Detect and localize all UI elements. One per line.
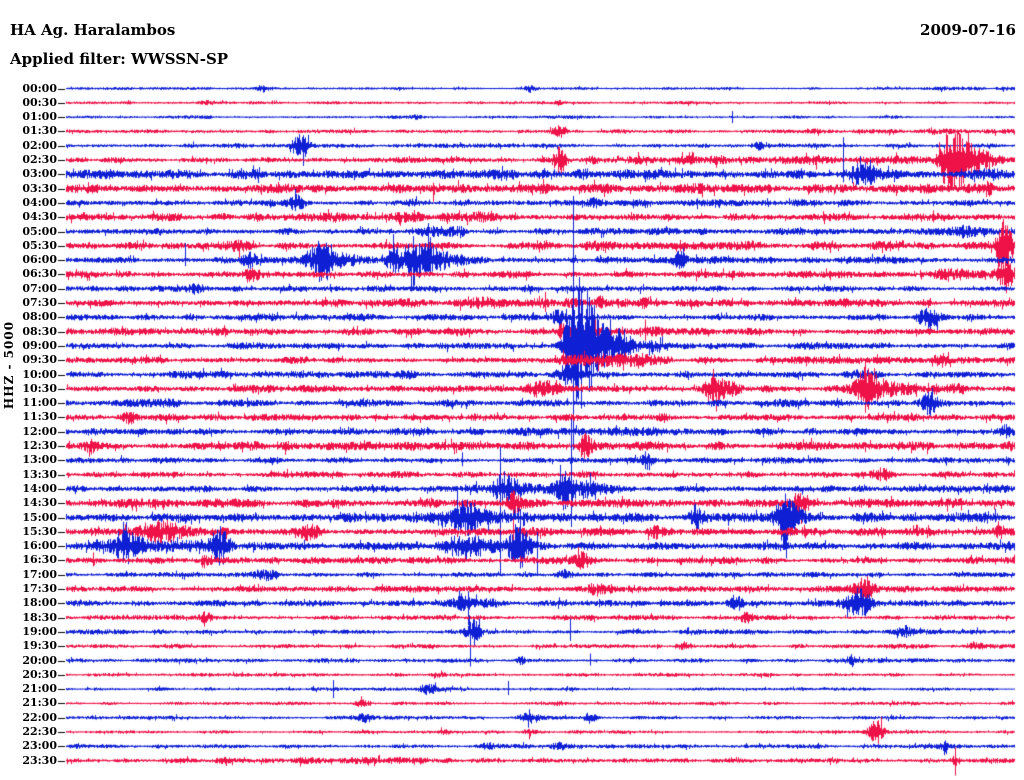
time-label: 01:00 bbox=[22, 110, 57, 124]
time-label: 01:30 bbox=[22, 124, 57, 138]
time-label: 18:30 bbox=[22, 610, 57, 624]
time-label: 21:00 bbox=[22, 682, 57, 696]
time-label: 15:30 bbox=[22, 524, 57, 538]
time-label: 08:30 bbox=[22, 324, 57, 338]
time-label: 03:00 bbox=[22, 167, 57, 181]
time-label: 15:00 bbox=[22, 510, 57, 524]
time-label: 02:00 bbox=[22, 138, 57, 152]
time-label: 17:30 bbox=[22, 582, 57, 595]
station-name: HA Ag. Haralambos bbox=[10, 21, 176, 39]
time-label: 03:30 bbox=[22, 181, 57, 195]
time-label: 23:00 bbox=[22, 739, 57, 753]
time-label: 06:00 bbox=[22, 253, 57, 267]
time-label: 09:00 bbox=[22, 338, 57, 352]
time-label: 04:00 bbox=[22, 195, 57, 209]
time-label: 14:30 bbox=[22, 496, 57, 510]
time-label: 12:30 bbox=[22, 439, 57, 452]
time-label: 06:30 bbox=[22, 267, 57, 281]
time-label: 14:00 bbox=[22, 481, 57, 495]
time-label: 21:30 bbox=[22, 696, 57, 710]
time-label: 05:30 bbox=[22, 238, 57, 252]
time-label: 17:00 bbox=[22, 567, 57, 581]
plot-date: 2009-07-16 bbox=[920, 21, 1016, 39]
time-label: 20:30 bbox=[22, 667, 57, 681]
time-label: 09:30 bbox=[22, 353, 57, 367]
time-label: 10:30 bbox=[22, 381, 57, 395]
time-label: 13:30 bbox=[22, 467, 57, 481]
time-label: 18:00 bbox=[22, 596, 57, 610]
time-label: 19:00 bbox=[22, 624, 57, 638]
time-label: 22:30 bbox=[22, 725, 57, 738]
time-label: 23:30 bbox=[22, 753, 57, 767]
time-label: 10:00 bbox=[22, 367, 57, 381]
time-label: 07:30 bbox=[22, 296, 57, 309]
time-label: 08:00 bbox=[22, 310, 57, 324]
time-label: 22:00 bbox=[22, 710, 57, 724]
time-label: 04:30 bbox=[22, 210, 57, 224]
time-label: 20:00 bbox=[22, 653, 57, 667]
time-label: 00:00 bbox=[22, 81, 57, 95]
time-label: 12:00 bbox=[22, 424, 57, 438]
time-label: 07:00 bbox=[22, 281, 57, 295]
time-label: 02:30 bbox=[22, 153, 57, 166]
time-label: 00:30 bbox=[22, 95, 57, 109]
time-label: 11:00 bbox=[22, 396, 57, 410]
time-label: 16:30 bbox=[22, 553, 57, 567]
time-label: 13:00 bbox=[22, 453, 57, 467]
time-label: 19:30 bbox=[22, 639, 57, 653]
filter-label: Applied filter: WWSSN-SP bbox=[10, 50, 229, 68]
time-label: 05:00 bbox=[22, 224, 57, 238]
time-label: 11:30 bbox=[22, 410, 57, 424]
time-label: 16:00 bbox=[22, 539, 57, 553]
